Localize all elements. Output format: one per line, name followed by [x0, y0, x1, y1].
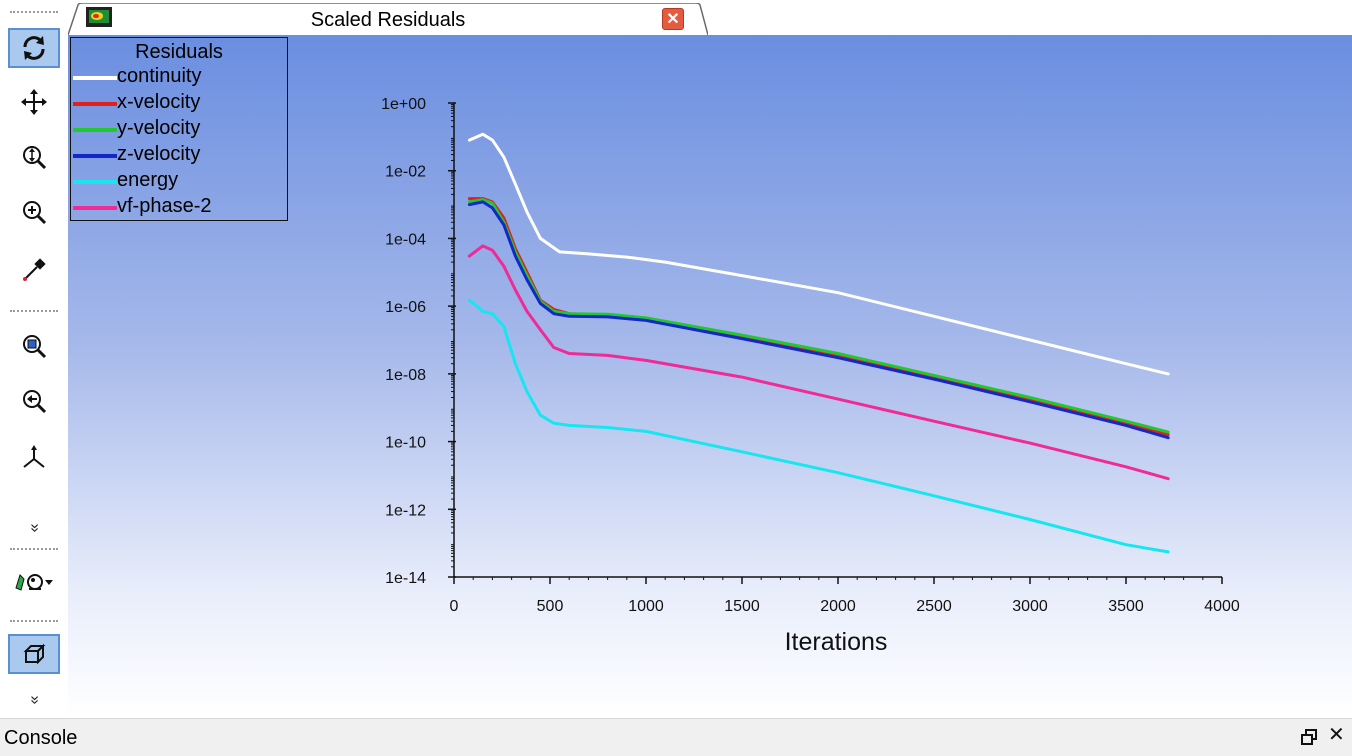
x-tick-label: 3000 — [1012, 598, 1048, 615]
zoom-dynamic-icon — [23, 146, 47, 170]
probe-button[interactable] — [8, 250, 60, 290]
legend-item-x-velocity[interactable]: x-velocity — [71, 91, 287, 117]
y-tick-label: 1e-12 — [385, 502, 426, 519]
close-tab-button[interactable]: ✕ — [662, 8, 684, 30]
y-tick-label: 1e-08 — [385, 367, 426, 384]
x-tick-label: 0 — [450, 598, 459, 615]
x-tick-label: 1500 — [724, 598, 760, 615]
pan-button[interactable] — [8, 82, 60, 122]
console-close-button[interactable]: ✕ — [1328, 724, 1345, 746]
legend-swatch — [73, 206, 117, 210]
axes-icon — [23, 445, 45, 468]
legend-swatch — [73, 154, 117, 158]
legend-item-energy[interactable]: energy — [71, 169, 287, 195]
x-tick-label: 500 — [537, 598, 564, 615]
graphics-toolbar: » » — [0, 0, 68, 718]
fit-view-icon — [23, 335, 47, 359]
graphics-window[interactable]: 1e+00 1e-02 1e-04 1e-06 1e-08 1e-10 1e-12 1e-14… — [68, 35, 1352, 718]
set-view-axes-button[interactable] — [8, 437, 60, 477]
cube-icon — [23, 643, 46, 665]
legend-label: y-velocity — [117, 117, 201, 139]
y-tick-label: 1e-06 — [385, 299, 426, 316]
console-panel[interactable]: Console ✕ — [0, 718, 1352, 756]
projection-button[interactable] — [8, 634, 60, 674]
series-line-energy — [467, 298, 1170, 554]
probe-icon — [23, 258, 46, 281]
zoom-out-icon — [23, 390, 47, 414]
legend-swatch — [73, 180, 117, 184]
residuals-legend[interactable]: Residuals continuity x-velocity y-velocity… — [70, 37, 288, 221]
toolbar-separator — [10, 548, 58, 550]
toolbar-separator — [10, 310, 58, 312]
legend-title: Residuals — [135, 41, 223, 63]
legend-swatch — [73, 102, 117, 106]
y-tick-label: 1e-14 — [385, 570, 426, 587]
chart-axes — [453, 103, 1222, 578]
legend-label: x-velocity — [117, 91, 201, 113]
y-tick-label: 1e-10 — [385, 435, 426, 452]
legend-item-z-velocity[interactable]: z-velocity — [71, 143, 287, 169]
x-tick-label: 2500 — [916, 598, 952, 615]
x-axis-label: Iterations — [785, 628, 888, 656]
toolbar-separator — [10, 11, 58, 13]
rotate-icon — [23, 36, 45, 60]
toolbar-more-button-bottom[interactable]: » — [24, 690, 44, 710]
legend-label: energy — [117, 169, 179, 191]
legend-item-vf-phase-2[interactable]: vf-phase-2 — [71, 195, 287, 221]
y-tick-label: 1e-04 — [385, 231, 426, 248]
series-line-continuity — [467, 132, 1170, 376]
x-tick-label: 3500 — [1108, 598, 1144, 615]
x-tick-label: 2000 — [820, 598, 856, 615]
legend-item-y-velocity[interactable]: y-velocity — [71, 117, 287, 143]
toolbar-more-button[interactable]: » — [24, 518, 44, 538]
fit-to-window-button[interactable] — [8, 326, 60, 366]
legend-label: continuity — [117, 65, 202, 87]
legend-item-continuity[interactable]: continuity — [71, 65, 287, 91]
legend-swatch — [73, 76, 117, 80]
restore-icon[interactable] — [1300, 728, 1318, 746]
y-tick-label: 1e+00 — [381, 96, 426, 113]
x-tick-label: 4000 — [1204, 598, 1240, 615]
chart-series — [467, 132, 1170, 554]
lighting-button[interactable] — [8, 562, 60, 602]
fluent-app-icon — [86, 7, 112, 27]
y-tick-label: 1e-02 — [385, 164, 426, 181]
pan-icon — [21, 89, 47, 115]
legend-swatch — [73, 128, 117, 132]
zoom-dynamic-button[interactable] — [8, 137, 60, 177]
series-line-z-velocity — [467, 200, 1170, 440]
rotate-view-button[interactable] — [8, 28, 60, 68]
scaled-residuals-tab[interactable]: Scaled Residuals ✕ — [68, 3, 708, 35]
console-title: Console — [4, 727, 78, 749]
close-icon: ✕ — [666, 11, 680, 28]
residuals-chart: 1e+00 1e-02 1e-04 1e-06 1e-08 1e-10 1e-12 1e-14… — [381, 96, 1240, 656]
legend-label: z-velocity — [117, 143, 201, 165]
chevron-down-icon: » — [26, 695, 43, 705]
zoom-out-button[interactable] — [8, 381, 60, 421]
legend-label: vf-phase-2 — [117, 195, 212, 217]
toolbar-separator — [10, 620, 58, 622]
chart-ticks: 1e+00 1e-02 1e-04 1e-06 1e-08 1e-10 1e-12 1e-14… — [381, 96, 1240, 615]
series-line-vf-phase-2 — [467, 244, 1170, 481]
tab-shape — [68, 3, 708, 35]
chevron-down-icon: » — [26, 523, 43, 533]
zoom-in-button[interactable] — [8, 192, 60, 232]
series-line-y-velocity — [467, 198, 1170, 434]
lighting-icon — [15, 574, 53, 591]
tab-title: Scaled Residuals — [310, 9, 466, 31]
zoom-in-icon — [23, 201, 47, 225]
x-tick-label: 1000 — [628, 598, 664, 615]
